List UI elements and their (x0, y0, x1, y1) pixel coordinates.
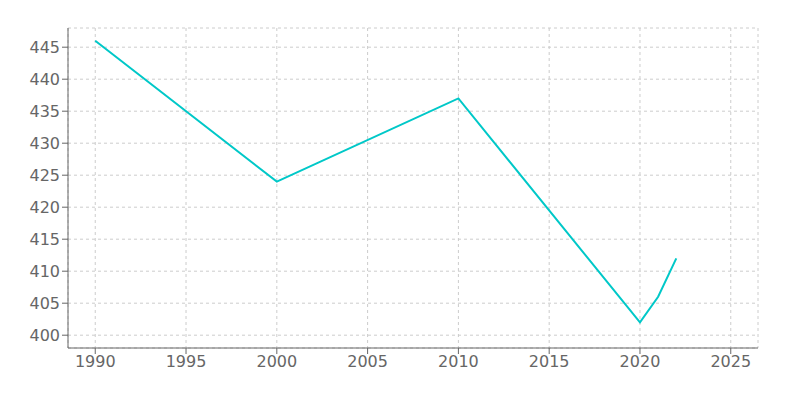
svg-text:410: 410 (29, 262, 60, 281)
svg-text:2015: 2015 (529, 352, 570, 371)
svg-text:2025: 2025 (710, 352, 751, 371)
svg-text:420: 420 (29, 198, 60, 217)
svg-text:2005: 2005 (347, 352, 388, 371)
svg-text:400: 400 (29, 326, 60, 345)
svg-text:440: 440 (29, 70, 60, 89)
svg-text:2010: 2010 (438, 352, 479, 371)
svg-text:435: 435 (29, 102, 60, 121)
svg-text:445: 445 (29, 38, 60, 57)
svg-text:405: 405 (29, 294, 60, 313)
svg-text:2000: 2000 (256, 352, 297, 371)
svg-text:1990: 1990 (75, 352, 116, 371)
svg-text:1995: 1995 (166, 352, 207, 371)
svg-text:415: 415 (29, 230, 60, 249)
svg-text:430: 430 (29, 134, 60, 153)
svg-text:425: 425 (29, 166, 60, 185)
svg-text:2020: 2020 (620, 352, 661, 371)
